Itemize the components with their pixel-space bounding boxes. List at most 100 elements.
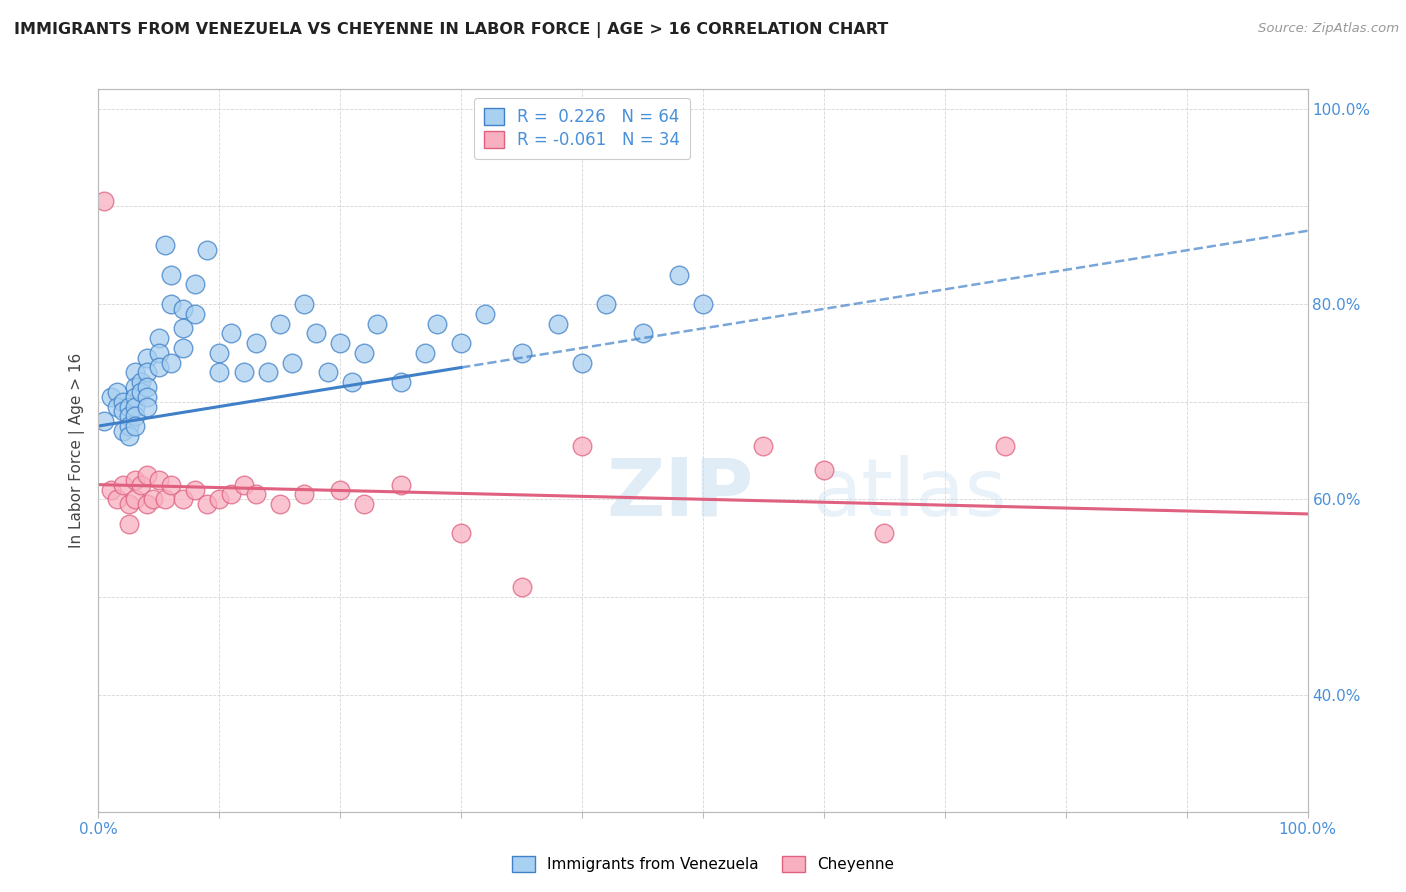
Point [474,307,496,321]
Point [135,365,157,379]
Point [172,341,194,355]
Point [160,268,183,282]
Point [305,326,328,341]
Point [353,346,375,360]
Point [105,384,128,399]
Point [342,375,364,389]
Point [93,194,115,209]
Point [221,487,243,501]
Point [873,526,896,541]
Point [631,326,654,341]
Point [129,384,152,399]
Y-axis label: In Labor Force | Age > 16: In Labor Force | Age > 16 [69,353,86,548]
Point [389,375,412,389]
Point [148,360,170,375]
Point [160,477,183,491]
Point [269,497,291,511]
Legend: R =  0.226   N = 64, R = -0.061   N = 34: R = 0.226 N = 64, R = -0.061 N = 34 [474,97,690,159]
Point [135,400,157,414]
Point [994,439,1017,453]
Point [142,492,165,507]
Point [366,317,388,331]
Point [208,492,231,507]
Point [118,400,141,414]
Point [148,346,170,360]
Point [172,492,194,507]
Legend: Immigrants from Venezuela, Cheyenne: Immigrants from Venezuela, Cheyenne [505,848,901,880]
Point [184,277,207,292]
Point [135,351,157,365]
Point [118,429,141,443]
Point [389,477,412,491]
Point [129,375,152,389]
Point [450,526,472,541]
Point [208,365,231,379]
Point [105,492,128,507]
Point [118,516,141,531]
Point [692,297,714,311]
Point [148,473,170,487]
Point [595,297,617,311]
Point [135,380,157,394]
Point [153,492,176,507]
Point [124,409,146,424]
Point [124,473,146,487]
Point [329,336,352,351]
Point [208,346,231,360]
Point [510,580,533,594]
Point [172,301,194,316]
Point [256,365,278,379]
Text: atlas: atlas [811,455,1007,533]
Point [153,238,176,252]
Point [195,244,218,258]
Text: ZIP: ZIP [606,455,754,533]
Point [184,483,207,497]
Point [450,336,472,351]
Point [245,336,267,351]
Point [160,297,183,311]
Point [281,355,304,369]
Point [221,326,243,341]
Point [245,487,267,501]
Point [105,400,128,414]
Point [292,297,315,311]
Point [118,497,141,511]
Text: IMMIGRANTS FROM VENEZUELA VS CHEYENNE IN LABOR FORCE | AGE > 16 CORRELATION CHAR: IMMIGRANTS FROM VENEZUELA VS CHEYENNE IN… [14,22,889,38]
Point [668,268,690,282]
Point [111,394,134,409]
Point [571,439,593,453]
Point [100,390,122,404]
Point [135,390,157,404]
Point [118,419,141,434]
Point [413,346,436,360]
Point [329,483,352,497]
Point [547,317,569,331]
Point [232,477,254,491]
Point [510,346,533,360]
Point [111,424,134,438]
Point [100,483,122,497]
Point [316,365,339,379]
Point [129,477,152,491]
Point [124,365,146,379]
Point [135,467,157,482]
Text: Source: ZipAtlas.com: Source: ZipAtlas.com [1258,22,1399,36]
Point [752,439,775,453]
Point [118,409,141,424]
Point [135,497,157,511]
Point [160,355,183,369]
Point [124,390,146,404]
Point [292,487,315,501]
Point [232,365,254,379]
Point [111,404,134,418]
Point [813,463,835,477]
Point [93,414,115,428]
Point [124,492,146,507]
Point [269,317,291,331]
Point [353,497,375,511]
Point [184,307,207,321]
Point [195,497,218,511]
Point [571,355,593,369]
Point [124,380,146,394]
Point [148,331,170,345]
